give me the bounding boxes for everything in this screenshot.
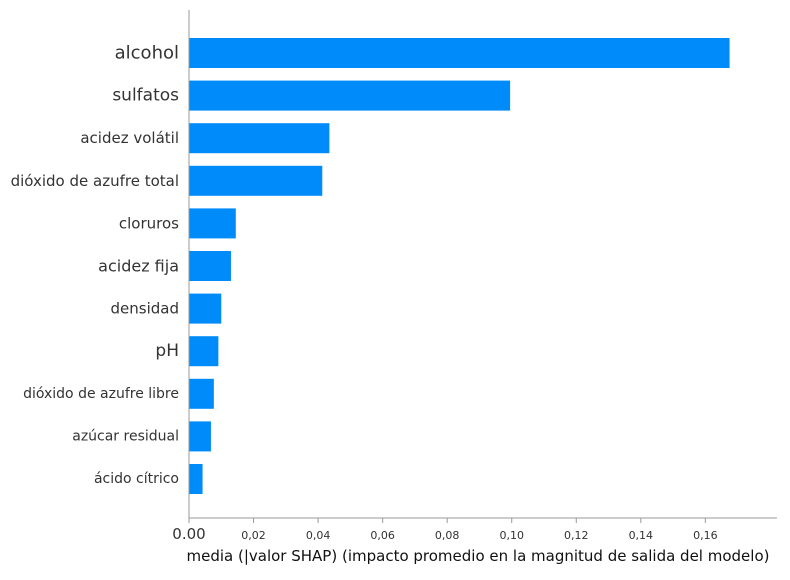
category-label-10: ácido cítrico	[94, 471, 179, 487]
bar-0	[189, 38, 730, 68]
category-label-7: pH	[155, 341, 179, 361]
bar-9	[189, 421, 211, 452]
bar-10	[189, 464, 203, 494]
category-label-9: azúcar residual	[72, 428, 179, 444]
x-tick-label-7: 0,14	[629, 529, 654, 542]
category-label-4: cloruros	[119, 214, 179, 232]
bar-3	[189, 165, 323, 196]
x-tick-label-1: 0,02	[241, 529, 266, 542]
category-label-8: dióxido de azufre libre	[23, 386, 179, 402]
x-tick-label-4: 0,08	[435, 529, 460, 542]
bar-5	[189, 251, 231, 281]
category-labels-layer: alcohol sulfatos acidez volátil dióxido de …	[11, 43, 180, 488]
x-tick-label-5: 0,10	[499, 529, 524, 542]
category-label-3: dióxido de azufre total	[11, 172, 179, 190]
category-label-1: sulfatos	[112, 86, 179, 106]
x-tick-label-0: 0.00	[172, 525, 205, 543]
bar-6	[189, 293, 222, 324]
category-label-6: densidad	[111, 300, 179, 318]
bar-4	[189, 208, 236, 239]
x-tick-label-3: 0,06	[370, 529, 395, 542]
x-axis-title: media (|valor SHAP) (impacto promedio en…	[187, 547, 770, 565]
category-label-0: alcohol	[115, 43, 179, 64]
x-tick-label-8: 0,16	[693, 529, 718, 542]
bar-2	[189, 123, 330, 154]
category-label-5: acidez fija	[98, 257, 179, 276]
bar-7	[189, 336, 219, 367]
x-tick-label-2: 0,04	[306, 529, 331, 542]
x-axis: 0.00 0,02 0,04 0,06 0,08 0,10 0,12 0,14 0,16	[172, 10, 777, 543]
bar-1	[189, 80, 511, 111]
bar-8	[189, 378, 214, 409]
bars-layer	[189, 38, 730, 494]
category-label-2: acidez volátil	[80, 129, 179, 147]
x-tick-label-6: 0,12	[564, 529, 589, 542]
